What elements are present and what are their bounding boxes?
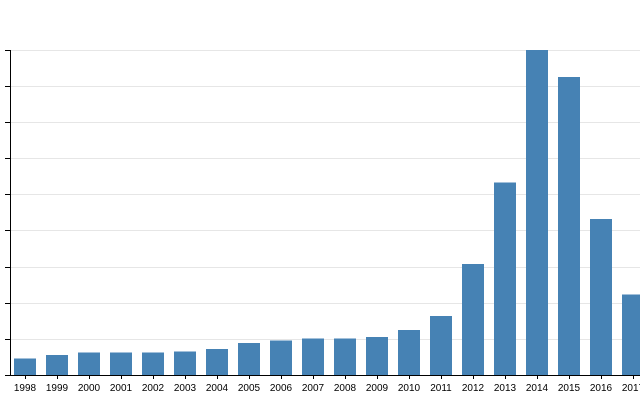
x-tick-label: 2004 bbox=[206, 383, 229, 394]
x-tick-label: 2005 bbox=[238, 383, 261, 394]
x-tick-label: 2001 bbox=[110, 383, 133, 394]
bar-1999 bbox=[46, 354, 68, 375]
x-tick-label: 1999 bbox=[46, 383, 69, 394]
bar-2013 bbox=[494, 182, 516, 375]
bar-1998 bbox=[14, 358, 36, 375]
bar-2014 bbox=[526, 50, 548, 375]
bar-2001 bbox=[110, 352, 132, 375]
x-tick-label: 2017 bbox=[622, 383, 640, 394]
x-tick-label: 2014 bbox=[526, 383, 549, 394]
gridlines bbox=[10, 50, 640, 340]
bar-2005 bbox=[238, 343, 260, 375]
bar-2008 bbox=[334, 338, 356, 375]
bar-2003 bbox=[174, 351, 196, 375]
bar-2015 bbox=[558, 77, 580, 375]
x-tick-label: 2013 bbox=[494, 383, 517, 394]
x-tick-label: 2006 bbox=[270, 383, 293, 394]
x-tick-label: 2003 bbox=[174, 383, 197, 394]
x-tick-label: 2009 bbox=[366, 383, 389, 394]
axes bbox=[5, 50, 640, 379]
bar-2010 bbox=[398, 330, 420, 375]
bar-2006 bbox=[270, 340, 292, 375]
x-tick-label: 2016 bbox=[590, 383, 613, 394]
x-tick-label: 2012 bbox=[462, 383, 485, 394]
x-tick-label: 1998 bbox=[14, 383, 37, 394]
bar-2012 bbox=[462, 263, 484, 375]
bars bbox=[14, 50, 640, 375]
bar-2017 bbox=[622, 294, 640, 375]
bar-2000 bbox=[78, 352, 100, 375]
x-tick-label: 2010 bbox=[398, 383, 421, 394]
x-tick-label: 2008 bbox=[334, 383, 357, 394]
bar-2011 bbox=[430, 315, 452, 375]
bar-2007 bbox=[302, 338, 324, 375]
x-tick-label: 2007 bbox=[302, 383, 325, 394]
x-tick-label: 2015 bbox=[558, 383, 581, 394]
x-tick-label: 2011 bbox=[430, 383, 452, 394]
bar-2004 bbox=[206, 349, 228, 375]
bar-2009 bbox=[366, 337, 388, 375]
bar-2016 bbox=[590, 219, 612, 375]
x-tick-label: 2000 bbox=[78, 383, 101, 394]
x-tick-label: 2002 bbox=[142, 383, 165, 394]
bar-2002 bbox=[142, 352, 164, 375]
x-tick-labels: 1998 1999 2000 2001 2002 2003 2004 2005 2006 2007… bbox=[14, 383, 640, 394]
